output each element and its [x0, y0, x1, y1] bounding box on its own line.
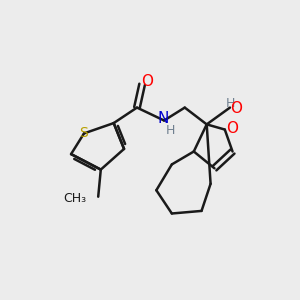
- Text: H: H: [166, 124, 175, 137]
- Text: CH₃: CH₃: [64, 191, 87, 205]
- Text: N: N: [158, 111, 169, 126]
- Text: O: O: [230, 101, 242, 116]
- Text: O: O: [226, 121, 238, 136]
- Text: S: S: [80, 126, 88, 140]
- Text: H: H: [226, 97, 235, 110]
- Text: O: O: [141, 74, 153, 89]
